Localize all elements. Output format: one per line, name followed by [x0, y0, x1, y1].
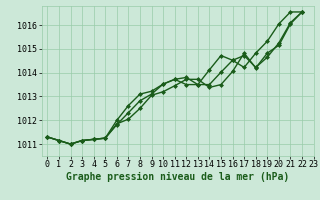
X-axis label: Graphe pression niveau de la mer (hPa): Graphe pression niveau de la mer (hPa)	[66, 172, 289, 182]
